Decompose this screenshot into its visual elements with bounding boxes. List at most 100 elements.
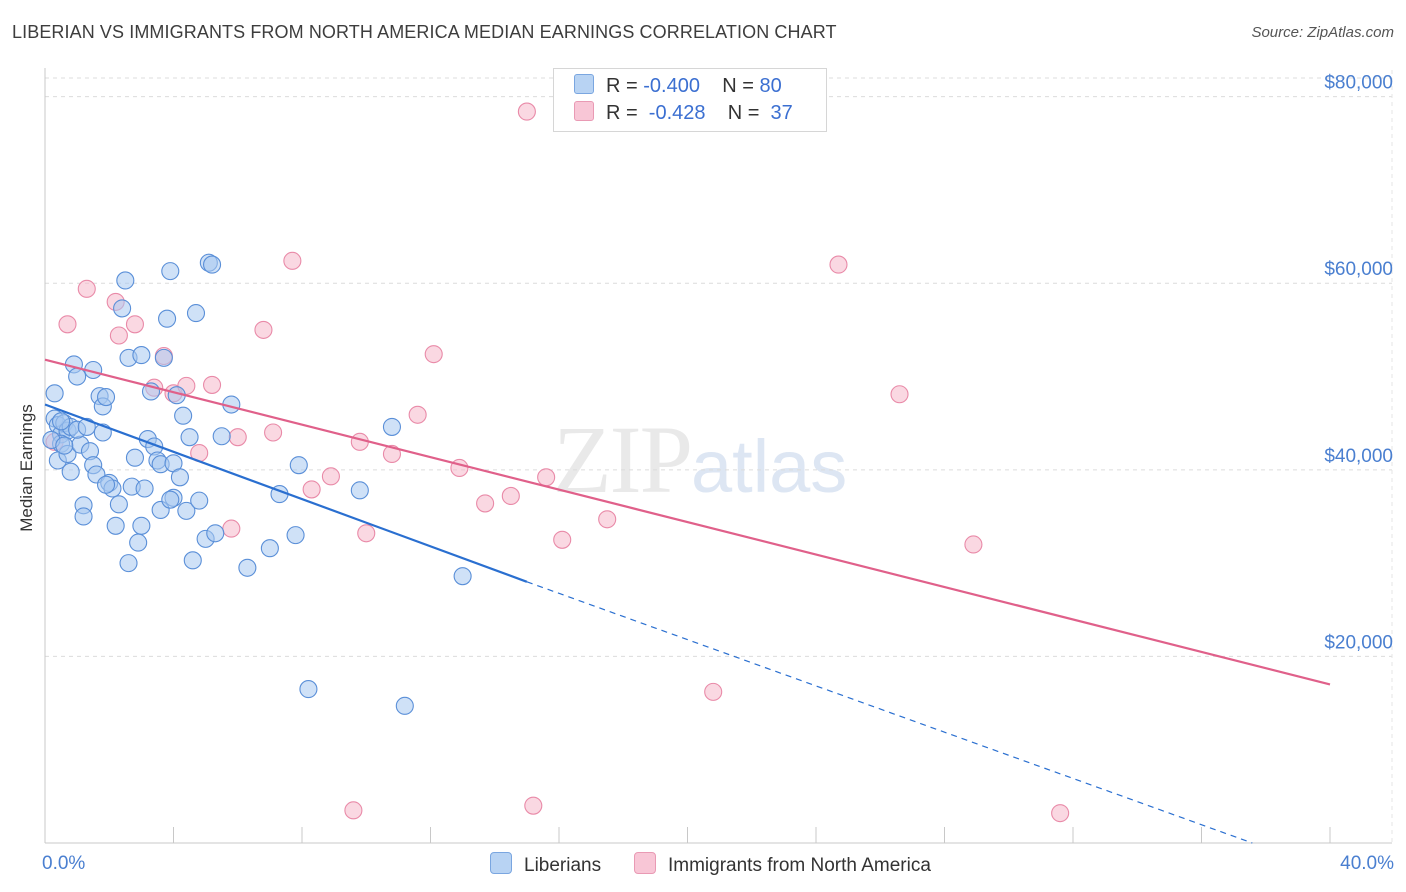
bottom-legend-label: Liberians (524, 855, 602, 876)
watermark-zip: ZIP (553, 406, 693, 513)
liberian-point (132, 346, 151, 365)
liberian-point (177, 501, 196, 520)
legend-swatch-pink (574, 101, 594, 121)
watermark-atlas: atlas (691, 425, 848, 508)
legend-n-label: N = (722, 75, 760, 97)
liberian-point (260, 539, 279, 558)
liberian-point (289, 456, 308, 475)
north-america-point (254, 320, 273, 339)
y-tick-label: $60,000 (1324, 259, 1393, 280)
legend-n-value: 80 (759, 75, 782, 97)
liberian-point (161, 262, 180, 281)
gridlines (45, 70, 1393, 843)
liberian-point (96, 388, 116, 407)
bottom-legend-liberians: Liberians (490, 852, 601, 877)
liberian-point (106, 516, 125, 535)
bottom-legend-north-america: Immigrants from North America (634, 852, 931, 877)
bottom-legend-swatch-blue (490, 852, 512, 874)
north-america-point (222, 519, 241, 538)
north-america-point (125, 315, 144, 334)
north-america-point (357, 524, 376, 543)
tick-labels: $20,000 $40,000 $60,000 $80,000 0.0% 40.0% (42, 73, 1394, 874)
liberian-point (286, 526, 305, 545)
legend-r-label: R = (606, 75, 644, 97)
liberian-point (55, 436, 74, 455)
liberian-point (113, 299, 132, 318)
y-tick-label: $40,000 (1324, 446, 1393, 467)
north-america-point (537, 468, 556, 487)
north-america-point (77, 279, 96, 298)
correlation-legend: R = -0.400 N = 80 R = -0.428 N = 37 (553, 68, 827, 132)
series-north-america-points (45, 102, 1070, 823)
north-america-point (424, 345, 443, 364)
north-america-point (321, 467, 340, 486)
liberian-point (52, 412, 71, 431)
trend-line-liberians-extension (526, 581, 1253, 844)
legend-r-value: -0.428 (643, 102, 706, 124)
north-america-point (109, 326, 128, 345)
north-america-point (476, 494, 495, 513)
chart-title: LIBERIAN VS IMMIGRANTS FROM NORTH AMERIC… (12, 22, 837, 42)
trend-lines (44, 358, 1331, 844)
liberian-point (129, 533, 148, 552)
trend-line-north-america (44, 358, 1331, 686)
liberian-point (350, 481, 369, 500)
north-america-point (598, 510, 617, 529)
axes (44, 68, 1392, 844)
liberian-point (132, 516, 151, 535)
liberian-point (154, 348, 173, 367)
liberian-point (74, 507, 93, 526)
liberian-point (238, 558, 257, 577)
north-america-point (228, 428, 247, 447)
liberian-point (174, 406, 193, 425)
liberian-point (382, 417, 402, 436)
liberian-point (395, 696, 414, 715)
north-america-point (1051, 804, 1070, 823)
liberian-point (203, 255, 222, 274)
liberian-point (206, 524, 225, 543)
north-america-point (704, 682, 723, 701)
north-america-point (283, 251, 302, 270)
x-tick-label: 0.0% (42, 853, 85, 874)
liberian-point (183, 551, 202, 570)
north-america-point (408, 405, 427, 424)
legend-n-value: 37 (765, 102, 793, 124)
liberian-point (96, 475, 116, 494)
north-america-point (344, 801, 363, 820)
liberian-point (68, 367, 87, 386)
liberian-point (186, 304, 206, 323)
source-credit: Source: ZipAtlas.com (1251, 24, 1394, 41)
liberian-point (125, 448, 144, 467)
legend-r-value: -0.400 (643, 75, 700, 97)
north-america-point (890, 385, 909, 404)
legend-r-label: R = (606, 102, 644, 124)
north-america-point (964, 535, 983, 554)
liberian-point (170, 468, 189, 487)
north-america-point (501, 486, 520, 506)
north-america-point (203, 375, 222, 394)
trend-line-liberians (44, 403, 528, 583)
legend-n-label: N = (727, 102, 765, 124)
liberian-point (453, 567, 472, 586)
liberian-point (161, 490, 180, 509)
liberian-point (158, 309, 177, 328)
x-tick-label: 40.0% (1340, 853, 1394, 874)
north-america-point (524, 796, 543, 815)
liberian-point (212, 427, 231, 446)
liberian-point (61, 462, 80, 481)
north-america-point (382, 444, 402, 464)
north-america-point (829, 255, 848, 274)
legend-swatch-blue (574, 74, 594, 94)
y-tick-label: $80,000 (1324, 73, 1393, 94)
liberian-point (119, 554, 138, 573)
liberian-point (299, 680, 318, 699)
legend-row-liberians: R = -0.400 N = 80 (574, 74, 782, 100)
north-america-point (264, 423, 283, 442)
bottom-legend-label: Immigrants from North America (668, 855, 931, 876)
north-america-point (302, 480, 321, 499)
liberian-point (135, 479, 154, 498)
y-axis-title: Median Earnings (17, 404, 36, 532)
liberian-point (190, 491, 209, 510)
liberian-point (180, 428, 199, 447)
